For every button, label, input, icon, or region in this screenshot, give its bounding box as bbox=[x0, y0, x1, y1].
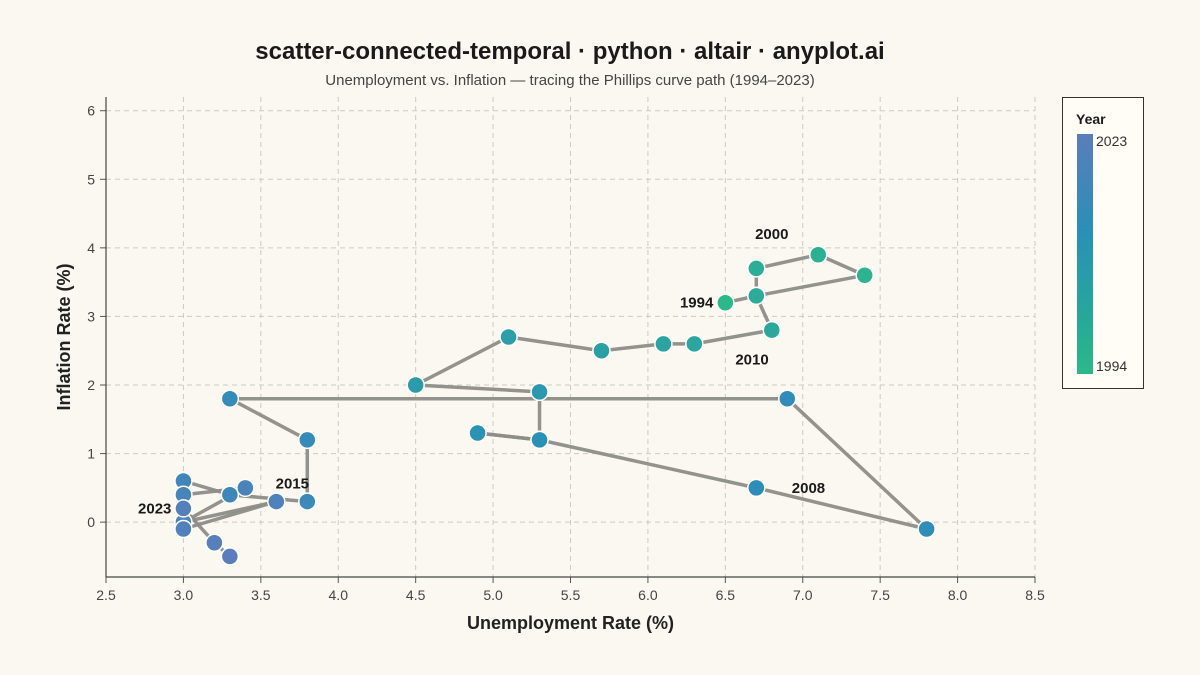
data-point bbox=[220, 389, 240, 408]
path-segment bbox=[506, 335, 604, 353]
path-segment bbox=[537, 438, 759, 490]
path-segment bbox=[754, 486, 929, 531]
chart-subtitle: Unemployment vs. Inflation — tracing the… bbox=[325, 72, 815, 89]
x-tick-label: 8.5 bbox=[1025, 587, 1045, 603]
data-point bbox=[747, 286, 766, 306]
annotation-label: 1994 bbox=[680, 295, 714, 312]
data-point bbox=[592, 341, 611, 360]
x-tick-label: 6.5 bbox=[716, 587, 736, 603]
data-point bbox=[236, 478, 255, 498]
x-tick-label: 3.5 bbox=[251, 587, 271, 603]
y-tick-label: 0 bbox=[87, 514, 95, 530]
y-tick-label: 1 bbox=[87, 446, 95, 462]
x-tick-label: 5.0 bbox=[483, 587, 503, 603]
data-point bbox=[499, 327, 518, 347]
legend: Year 2023 1994 bbox=[1062, 97, 1144, 389]
x-tick-label: 4.5 bbox=[406, 587, 426, 603]
data-point bbox=[174, 499, 193, 518]
annotation-label: 2023 bbox=[138, 500, 171, 517]
data-point bbox=[762, 320, 782, 340]
path-segment bbox=[785, 396, 929, 531]
data-point bbox=[298, 430, 317, 450]
data-point bbox=[747, 478, 766, 498]
path-segment bbox=[754, 252, 820, 271]
data-point bbox=[174, 519, 193, 539]
y-tick-label: 4 bbox=[87, 240, 95, 256]
legend-min-label: 1994 bbox=[1096, 358, 1128, 374]
data-point bbox=[530, 430, 549, 450]
connection-lines bbox=[181, 252, 929, 559]
annotations: 1994 2000 2010 2008 2015 2023 bbox=[138, 226, 825, 517]
legend-title: Year bbox=[1076, 111, 1106, 127]
data-point bbox=[685, 334, 704, 354]
x-axis-title: Unemployment Rate (%) bbox=[467, 613, 674, 633]
data-point bbox=[808, 245, 828, 264]
data-point bbox=[468, 423, 487, 443]
data-point bbox=[917, 519, 936, 539]
annotation-label: 2010 bbox=[735, 352, 768, 369]
grid bbox=[105, 97, 1036, 577]
x-tick-label: 7.5 bbox=[870, 587, 890, 603]
x-tick-label: 5.5 bbox=[561, 587, 581, 603]
x-tick-label: 6.0 bbox=[638, 587, 658, 603]
legend-max-label: 2023 bbox=[1096, 133, 1128, 149]
path-segment bbox=[754, 273, 867, 298]
x-tick-label: 8.0 bbox=[948, 587, 968, 603]
data-point bbox=[267, 492, 286, 511]
legend-color-bar bbox=[1077, 134, 1093, 374]
path-segment bbox=[413, 383, 542, 394]
data-point bbox=[406, 375, 425, 395]
y-axis-title: Inflation Rate (%) bbox=[54, 263, 74, 410]
path-segment bbox=[413, 335, 511, 387]
data-points bbox=[174, 245, 936, 566]
x-tick-label: 2.5 bbox=[96, 587, 116, 603]
data-point bbox=[220, 547, 240, 566]
data-point bbox=[716, 293, 735, 312]
x-tick-label: 7.0 bbox=[793, 587, 813, 603]
data-point bbox=[220, 485, 240, 504]
path-segment bbox=[599, 342, 666, 353]
path-segment bbox=[475, 431, 542, 442]
data-point bbox=[747, 259, 766, 278]
y-tick-label: 3 bbox=[87, 308, 95, 324]
y-tick-label: 2 bbox=[87, 377, 95, 393]
data-point bbox=[530, 382, 549, 402]
path-segment bbox=[228, 396, 310, 442]
x-tick-label: 4.0 bbox=[329, 587, 349, 603]
data-point bbox=[654, 334, 673, 354]
chart-title: scatter-connected-temporal · python · al… bbox=[255, 38, 885, 65]
x-tick-label: 3.0 bbox=[174, 587, 194, 603]
path-segment bbox=[692, 328, 774, 346]
annotation-label: 2000 bbox=[755, 226, 788, 243]
annotation-label: 2015 bbox=[276, 476, 309, 493]
data-point bbox=[778, 389, 797, 408]
y-tick-label: 5 bbox=[87, 171, 95, 187]
y-tick-label: 6 bbox=[87, 103, 95, 119]
data-point bbox=[205, 533, 224, 552]
data-point bbox=[855, 266, 874, 285]
data-point bbox=[298, 492, 317, 511]
axes: 2.5 3.0 3.5 4.0 4.5 5.0 5.5 6.0 6.5 7.0 7.5 8.0 8.5 0… bbox=[87, 97, 1045, 603]
annotation-label: 2008 bbox=[792, 480, 825, 497]
